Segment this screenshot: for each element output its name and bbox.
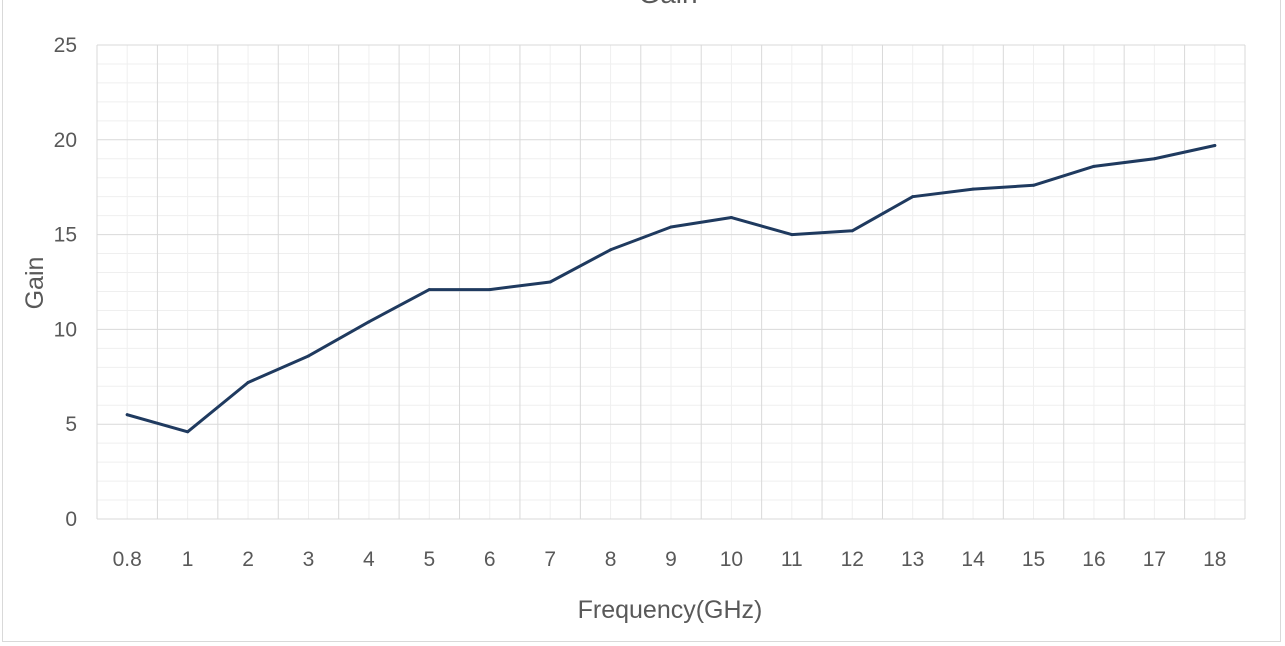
data-point: [971, 187, 975, 191]
data-point: [609, 248, 613, 252]
x-tick-label: 12: [841, 548, 864, 571]
x-axis-title: Frequency(GHz): [578, 596, 763, 624]
x-tick-label: 14: [961, 548, 985, 571]
x-tick-label: 9: [665, 548, 677, 571]
x-tick-label: 6: [484, 548, 496, 571]
data-point: [1092, 164, 1096, 168]
x-tick-label: 7: [544, 548, 556, 571]
x-tick-label: 2: [242, 548, 254, 571]
data-point: [669, 225, 673, 229]
x-tick-label: 8: [605, 548, 617, 571]
y-tick-label: 5: [65, 413, 77, 436]
data-point: [548, 280, 552, 284]
data-point: [246, 380, 250, 384]
x-tick-label: 11: [781, 548, 803, 571]
x-tick-label: 17: [1143, 548, 1166, 571]
data-point: [367, 320, 371, 324]
data-point: [306, 354, 310, 358]
data-point: [427, 288, 431, 292]
y-tick-label: 0: [65, 508, 77, 531]
data-point: [729, 216, 733, 220]
data-point: [186, 430, 190, 434]
x-tick-label: 0.8: [113, 548, 142, 571]
data-point: [1032, 183, 1036, 187]
data-point: [911, 195, 915, 199]
data-point: [488, 288, 492, 292]
x-tick-label: 4: [363, 548, 375, 571]
x-tick-label: 13: [901, 548, 924, 571]
x-tick-label: 15: [1022, 548, 1045, 571]
y-axis-ticks: 0 5 10 15 20 25: [54, 34, 77, 531]
y-tick-label: 10: [54, 318, 77, 341]
x-tick-label: 3: [303, 548, 315, 571]
y-tick-label: 25: [54, 34, 77, 57]
grid: [96, 44, 1246, 520]
x-tick-label: 1: [182, 548, 194, 571]
data-point: [790, 233, 794, 237]
chart-title: Gain: [638, 0, 697, 9]
x-tick-label: 10: [720, 548, 743, 571]
series-layer: [125, 143, 1217, 434]
y-axis-title: Gain: [21, 257, 49, 310]
x-axis-ticks: 0.8 1 2 3 4 5 6 7 8 9 10 11 12 13 14 15 16 17 18: [113, 548, 1227, 571]
data-point: [1152, 157, 1156, 161]
y-tick-label: 20: [54, 129, 77, 152]
y-tick-label: 15: [54, 224, 77, 247]
x-tick-label: 16: [1082, 548, 1105, 571]
data-point: [125, 413, 129, 417]
x-tick-label: 18: [1203, 548, 1226, 571]
data-point: [1213, 143, 1217, 147]
x-tick-label: 5: [423, 548, 435, 571]
data-point: [850, 229, 854, 233]
